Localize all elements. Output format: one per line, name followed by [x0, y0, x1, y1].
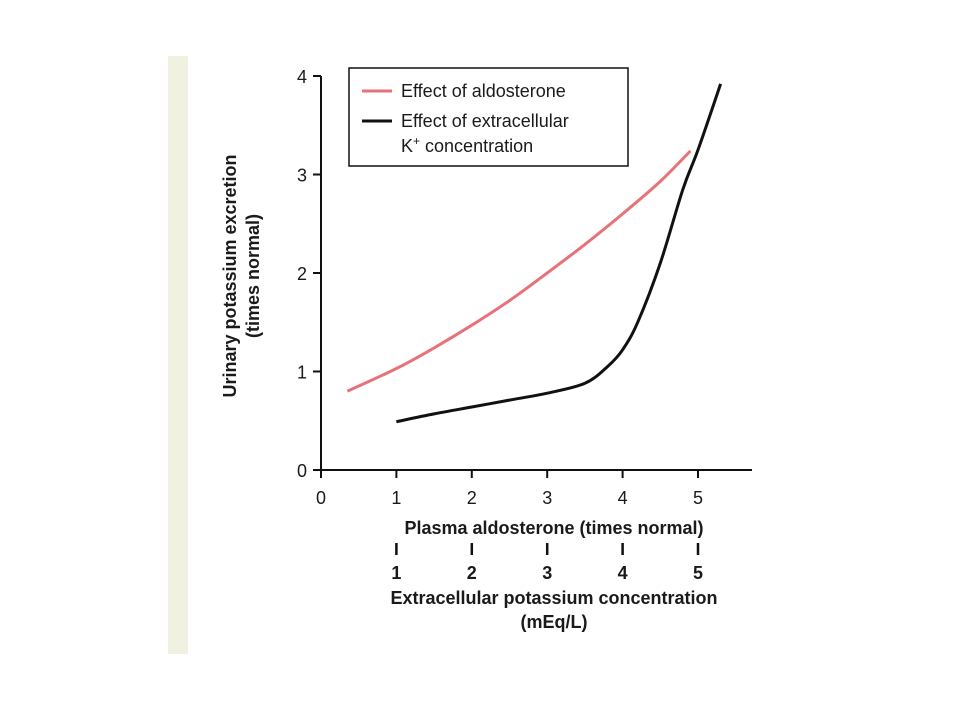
legend-label-potassium-line2: K+ concentration [401, 134, 533, 156]
x-tick-label: 0 [316, 488, 326, 508]
y-axis-title-line1: Urinary potassium excretion [220, 154, 240, 397]
x-tick-label: 3 [542, 488, 552, 508]
legend-k-symbol: K [401, 136, 413, 156]
legend: Effect of aldosterone Effect of extracel… [348, 67, 629, 167]
legend-label-aldosterone: Effect of aldosterone [401, 81, 566, 101]
legend-concentration-text: concentration [420, 136, 533, 156]
x-tick-label: 5 [693, 488, 703, 508]
y-ticks: 0 1 2 3 4 [297, 67, 321, 481]
side-band [168, 56, 188, 654]
y-tick-label: 1 [297, 363, 307, 383]
x-ticks: 0 1 2 3 4 5 [316, 470, 703, 508]
x-tick-label: 2 [467, 488, 477, 508]
x2-ticks: 1 2 3 4 5 [391, 543, 703, 583]
y-tick-label: 0 [297, 461, 307, 481]
x2-tick-label: 4 [618, 563, 628, 583]
x2-tick-label: 2 [467, 563, 477, 583]
y-axis-title-line2: (times normal) [243, 214, 263, 338]
x2-tick-label: 5 [693, 563, 703, 583]
x-tick-label: 1 [391, 488, 401, 508]
series-line-aldosterone [346, 149, 692, 393]
x2-axis-title-line2: (mEq/L) [521, 612, 588, 632]
series-line-potassium [396, 83, 723, 424]
y-tick-label: 3 [297, 166, 307, 186]
x2-axis-title-line1: Extracellular potassium concentration [390, 588, 717, 608]
x2-tick-label: 1 [391, 563, 401, 583]
x-axis-title: Plasma aldosterone (times normal) [404, 518, 703, 538]
x2-tick-label: 3 [542, 563, 552, 583]
y-tick-label: 4 [297, 67, 307, 87]
x-tick-label: 4 [618, 488, 628, 508]
legend-label-potassium-line1: Effect of extracellular [401, 111, 569, 131]
legend-box [348, 67, 629, 167]
legend-k-superscript: + [413, 134, 420, 148]
y-tick-label: 2 [297, 264, 307, 284]
